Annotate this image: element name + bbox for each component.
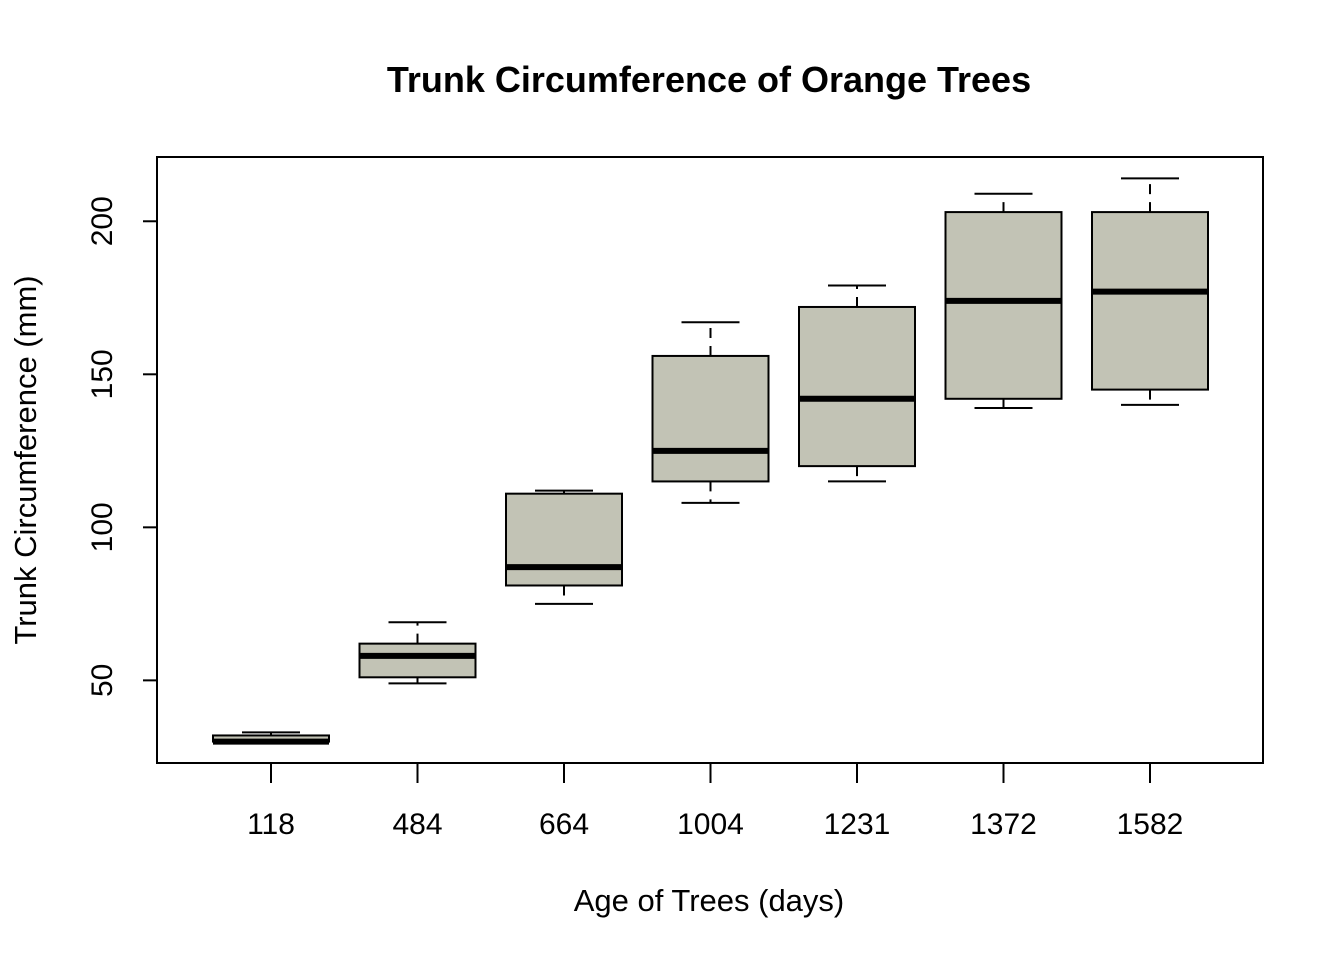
box-664 <box>505 489 623 605</box>
x-tick-label: 1582 <box>1117 808 1184 841</box>
iqr-box <box>505 492 623 587</box>
chart-title: Trunk Circumference of Orange Trees <box>387 59 1031 100</box>
y-tick-label: 100 <box>86 502 119 552</box>
x-tick-label: 1231 <box>824 808 891 841</box>
y-tick-label: 50 <box>86 664 119 697</box>
y-axis: 50 100 150 200 <box>86 196 157 697</box>
boxes <box>212 177 1209 745</box>
box-484 <box>358 621 477 685</box>
y-tick-label: 200 <box>86 196 119 246</box>
box-1582 <box>1091 177 1209 406</box>
iqr-box <box>798 305 916 468</box>
iqr-box <box>1091 211 1209 391</box>
iqr-box <box>651 354 770 483</box>
y-tick-label: 150 <box>86 349 119 399</box>
x-tick-label: 1004 <box>677 808 744 841</box>
box-118 <box>212 731 330 745</box>
iqr-box <box>358 642 477 679</box>
x-axis: 118 484 664 1004 1231 1372 1582 <box>247 763 1183 841</box>
x-tick-label: 1372 <box>970 808 1037 841</box>
y-axis-label: Trunk Circumference (mm) <box>8 275 43 644</box>
x-tick-label: 484 <box>392 808 442 841</box>
x-axis-label: Age of Trees (days) <box>574 883 845 918</box>
box-1231 <box>798 284 916 483</box>
box-1372 <box>944 192 1063 409</box>
x-tick-label: 118 <box>247 808 295 841</box>
box-1004 <box>651 321 770 504</box>
iqr-box <box>944 211 1063 400</box>
x-tick-label: 664 <box>539 808 589 841</box>
